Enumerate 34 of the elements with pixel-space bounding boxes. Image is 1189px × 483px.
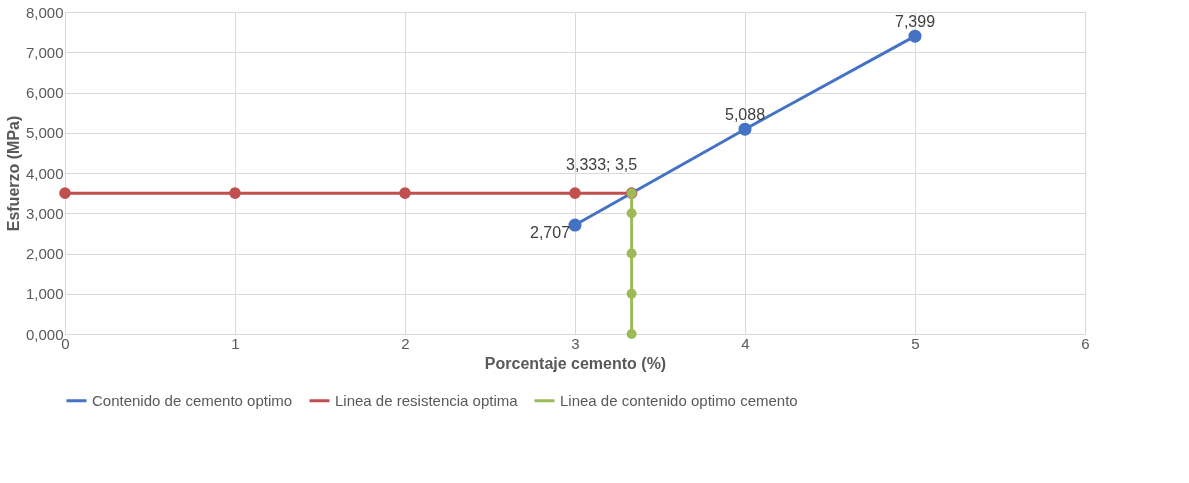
y-tick-label: 2,000 (25, 245, 64, 262)
x-tick-label: 4 (741, 334, 750, 352)
point (908, 29, 922, 43)
y-tick-label: 8,000 (25, 3, 64, 21)
data-label: 7,399 (894, 13, 936, 31)
point (568, 218, 582, 232)
point (569, 187, 581, 199)
point (626, 329, 637, 339)
x-tick-label: 6 (1081, 334, 1090, 352)
y-tick-label: 5,000 (25, 124, 64, 142)
x-axis-title: Porcentaje cemento (%) (484, 354, 667, 372)
x-tick-label: 1 (231, 334, 240, 352)
point (626, 208, 637, 219)
y-tick-label: 7,000 (25, 43, 64, 61)
legend-label: Contenido de cemento optimo (92, 391, 293, 409)
point (59, 187, 71, 199)
x-tick-label: 2 (401, 334, 410, 352)
x-tick-label: 3 (571, 334, 580, 352)
data-label: 5,088 (724, 106, 766, 124)
annotation: 3,333; 3,5 (566, 156, 638, 174)
point (626, 288, 637, 299)
y-tick-label: 1,000 (25, 285, 64, 303)
point (229, 187, 241, 199)
x-tick-label: 5 (911, 334, 920, 352)
legend-label: Linea de contenido optimo cemento (560, 391, 798, 409)
point (626, 248, 637, 259)
y-axis-title: Esfuerzo (MPa) (4, 115, 22, 232)
y-tick-label: 4,000 (25, 164, 64, 182)
data-label: 2,707 (529, 224, 571, 242)
y-tick-label: 3,000 (25, 204, 64, 222)
point (399, 187, 411, 199)
legend-label: Linea de resistencia optima (335, 391, 519, 409)
y-tick-label: 6,000 (25, 84, 64, 101)
point (738, 122, 752, 136)
